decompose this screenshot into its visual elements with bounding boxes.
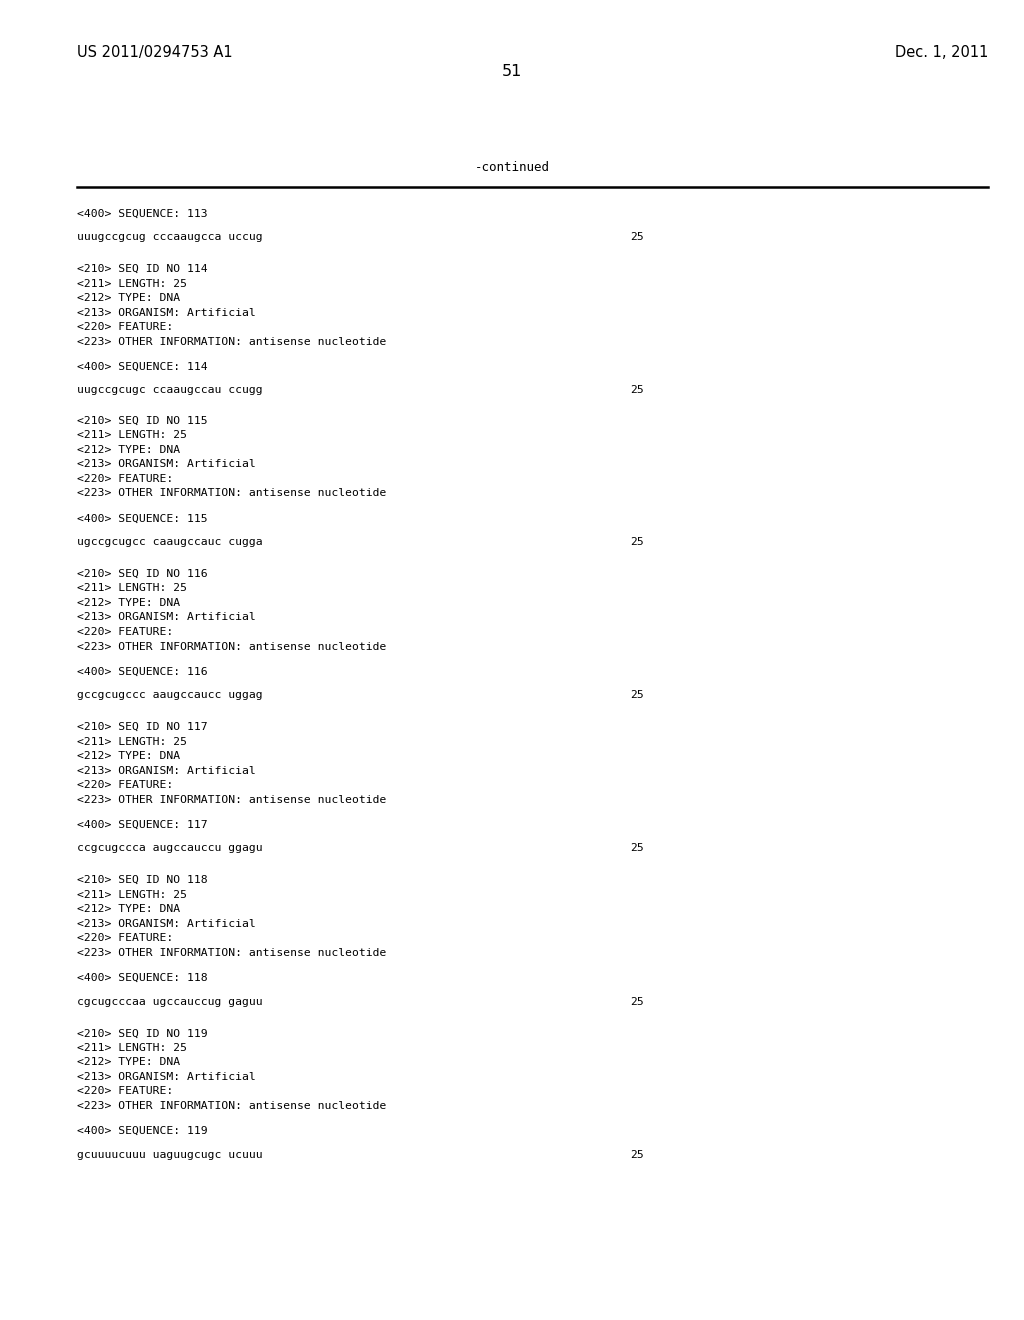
Text: <213> ORGANISM: Artificial: <213> ORGANISM: Artificial xyxy=(77,612,256,623)
Text: <211> LENGTH: 25: <211> LENGTH: 25 xyxy=(77,1043,186,1053)
Text: <210> SEQ ID NO 118: <210> SEQ ID NO 118 xyxy=(77,875,208,886)
Text: 51: 51 xyxy=(502,63,522,79)
Text: 25: 25 xyxy=(630,232,643,243)
Text: <210> SEQ ID NO 115: <210> SEQ ID NO 115 xyxy=(77,416,208,426)
Text: <223> OTHER INFORMATION: antisense nucleotide: <223> OTHER INFORMATION: antisense nucle… xyxy=(77,948,386,958)
Text: <223> OTHER INFORMATION: antisense nucleotide: <223> OTHER INFORMATION: antisense nucle… xyxy=(77,1101,386,1111)
Text: <213> ORGANISM: Artificial: <213> ORGANISM: Artificial xyxy=(77,919,256,929)
Text: <220> FEATURE:: <220> FEATURE: xyxy=(77,933,173,944)
Text: gccgcugccc aaugccaucc uggag: gccgcugccc aaugccaucc uggag xyxy=(77,690,262,701)
Text: gcuuuucuuu uaguugcugc ucuuu: gcuuuucuuu uaguugcugc ucuuu xyxy=(77,1150,262,1160)
Text: <400> SEQUENCE: 115: <400> SEQUENCE: 115 xyxy=(77,513,208,524)
Text: <223> OTHER INFORMATION: antisense nucleotide: <223> OTHER INFORMATION: antisense nucle… xyxy=(77,337,386,347)
Text: <400> SEQUENCE: 114: <400> SEQUENCE: 114 xyxy=(77,362,208,372)
Text: <211> LENGTH: 25: <211> LENGTH: 25 xyxy=(77,430,186,441)
Text: Dec. 1, 2011: Dec. 1, 2011 xyxy=(895,45,988,61)
Text: <212> TYPE: DNA: <212> TYPE: DNA xyxy=(77,751,180,762)
Text: <213> ORGANISM: Artificial: <213> ORGANISM: Artificial xyxy=(77,766,256,776)
Text: uugccgcugc ccaaugccau ccugg: uugccgcugc ccaaugccau ccugg xyxy=(77,385,262,396)
Text: <220> FEATURE:: <220> FEATURE: xyxy=(77,627,173,638)
Text: <400> SEQUENCE: 118: <400> SEQUENCE: 118 xyxy=(77,973,208,983)
Text: <211> LENGTH: 25: <211> LENGTH: 25 xyxy=(77,279,186,289)
Text: <400> SEQUENCE: 117: <400> SEQUENCE: 117 xyxy=(77,820,208,830)
Text: <400> SEQUENCE: 113: <400> SEQUENCE: 113 xyxy=(77,209,208,219)
Text: ugccgcugcc caaugccauc cugga: ugccgcugcc caaugccauc cugga xyxy=(77,537,262,548)
Text: <212> TYPE: DNA: <212> TYPE: DNA xyxy=(77,1057,180,1068)
Text: <220> FEATURE:: <220> FEATURE: xyxy=(77,322,173,333)
Text: <213> ORGANISM: Artificial: <213> ORGANISM: Artificial xyxy=(77,1072,256,1082)
Text: <211> LENGTH: 25: <211> LENGTH: 25 xyxy=(77,890,186,900)
Text: <210> SEQ ID NO 116: <210> SEQ ID NO 116 xyxy=(77,569,208,579)
Text: -continued: -continued xyxy=(474,161,550,174)
Text: <400> SEQUENCE: 119: <400> SEQUENCE: 119 xyxy=(77,1126,208,1137)
Text: <213> ORGANISM: Artificial: <213> ORGANISM: Artificial xyxy=(77,459,256,470)
Text: <210> SEQ ID NO 119: <210> SEQ ID NO 119 xyxy=(77,1028,208,1039)
Text: <212> TYPE: DNA: <212> TYPE: DNA xyxy=(77,293,180,304)
Text: cgcugcccaa ugccauccug gaguu: cgcugcccaa ugccauccug gaguu xyxy=(77,997,262,1007)
Text: 25: 25 xyxy=(630,385,643,396)
Text: <211> LENGTH: 25: <211> LENGTH: 25 xyxy=(77,737,186,747)
Text: <400> SEQUENCE: 116: <400> SEQUENCE: 116 xyxy=(77,667,208,677)
Text: <212> TYPE: DNA: <212> TYPE: DNA xyxy=(77,598,180,609)
Text: 25: 25 xyxy=(630,843,643,854)
Text: ccgcugccca augccauccu ggagu: ccgcugccca augccauccu ggagu xyxy=(77,843,262,854)
Text: <223> OTHER INFORMATION: antisense nucleotide: <223> OTHER INFORMATION: antisense nucle… xyxy=(77,642,386,652)
Text: 25: 25 xyxy=(630,537,643,548)
Text: <212> TYPE: DNA: <212> TYPE: DNA xyxy=(77,904,180,915)
Text: 25: 25 xyxy=(630,1150,643,1160)
Text: <212> TYPE: DNA: <212> TYPE: DNA xyxy=(77,445,180,455)
Text: <213> ORGANISM: Artificial: <213> ORGANISM: Artificial xyxy=(77,308,256,318)
Text: uuugccgcug cccaaugcca uccug: uuugccgcug cccaaugcca uccug xyxy=(77,232,262,243)
Text: <210> SEQ ID NO 114: <210> SEQ ID NO 114 xyxy=(77,264,208,275)
Text: <223> OTHER INFORMATION: antisense nucleotide: <223> OTHER INFORMATION: antisense nucle… xyxy=(77,795,386,805)
Text: <210> SEQ ID NO 117: <210> SEQ ID NO 117 xyxy=(77,722,208,733)
Text: 25: 25 xyxy=(630,690,643,701)
Text: <223> OTHER INFORMATION: antisense nucleotide: <223> OTHER INFORMATION: antisense nucle… xyxy=(77,488,386,499)
Text: US 2011/0294753 A1: US 2011/0294753 A1 xyxy=(77,45,232,61)
Text: <220> FEATURE:: <220> FEATURE: xyxy=(77,780,173,791)
Text: <211> LENGTH: 25: <211> LENGTH: 25 xyxy=(77,583,186,594)
Text: 25: 25 xyxy=(630,997,643,1007)
Text: <220> FEATURE:: <220> FEATURE: xyxy=(77,1086,173,1097)
Text: <220> FEATURE:: <220> FEATURE: xyxy=(77,474,173,484)
